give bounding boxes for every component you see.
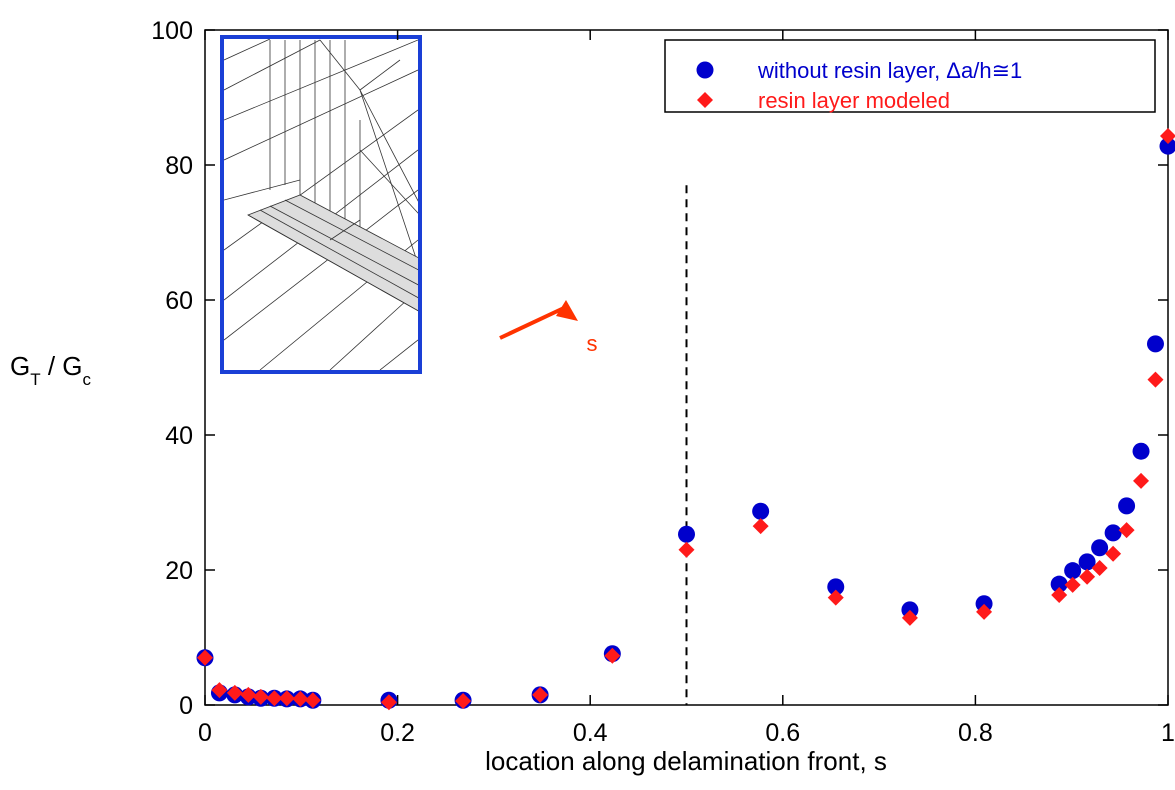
inset-arrow [500,307,566,338]
x-tick-label: 0.6 [765,719,800,747]
legend-label: without resin layer, Δa/h≅1 [757,58,1022,83]
x-tick-label: 0.8 [958,719,993,747]
circle-marker [752,503,769,520]
legend-label: resin layer modeled [758,88,950,113]
diamond-marker [1147,372,1163,388]
x-tick-label: 0.4 [573,719,608,747]
y-label-sub: T [30,370,40,389]
y-tick-label: 60 [165,287,193,315]
y-tick-label: 40 [165,422,193,450]
x-tick-label: 0.2 [380,719,415,747]
y-label-part: / G [41,351,83,381]
inset-background [222,37,420,372]
diamond-marker [1133,473,1149,489]
y-label-sub: c [83,370,92,389]
x-tick-label: 0 [198,719,212,747]
y-tick-label: 80 [165,152,193,180]
circle-marker [1147,335,1164,352]
circle-marker [697,62,714,79]
inset: s [222,37,610,372]
y-axis-label: GT / Gc [10,351,92,389]
diamond-marker [1065,577,1081,593]
diamond-marker [753,518,769,534]
circle-marker [1118,497,1135,514]
circle-marker [1064,562,1081,579]
diamond-marker [1079,569,1095,585]
y-tick-label: 20 [165,557,193,585]
circle-marker [1133,443,1150,460]
circle-marker [678,526,695,543]
y-tick-label: 0 [179,692,193,720]
y-label-part: G [10,351,30,381]
circle-marker [1105,524,1122,541]
x-tick-label: 1 [1161,719,1175,747]
y-tick-label: 100 [151,17,193,45]
legend: without resin layer, Δa/h≅1 resin layer m… [665,40,1155,113]
inset-label: s [587,331,598,356]
x-axis-label: location along delamination front, s [485,746,887,776]
chart: s location along delamination front, s G… [0,0,1175,790]
diamond-marker [679,542,695,558]
